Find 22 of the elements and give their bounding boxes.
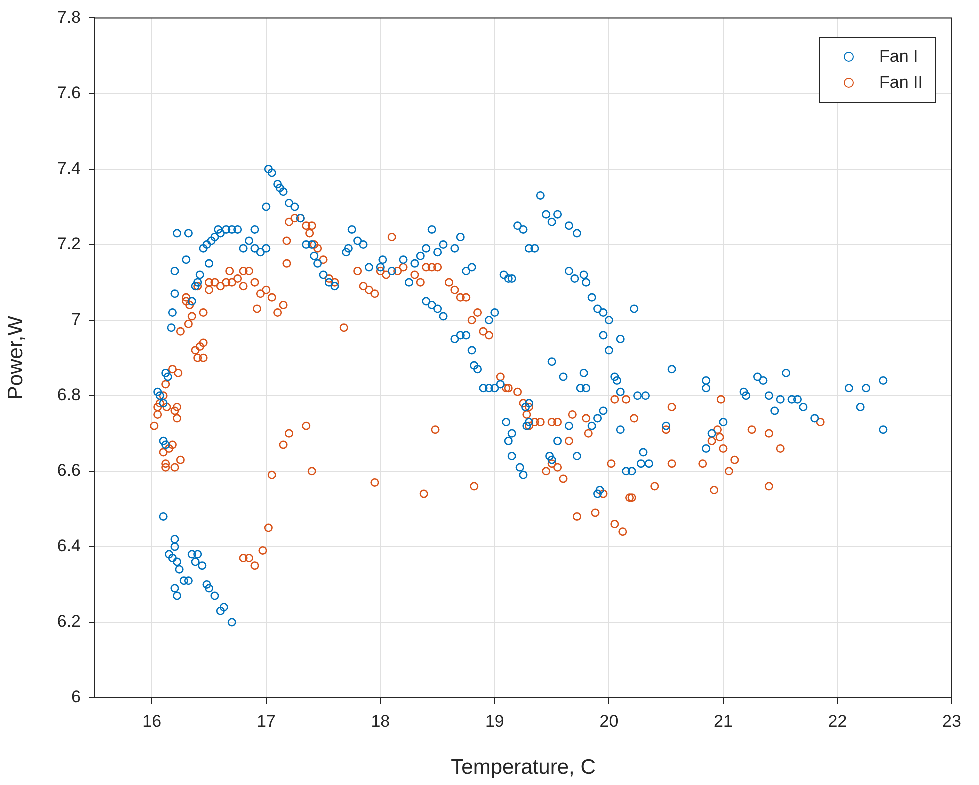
legend-label: Fan II <box>880 73 923 93</box>
y-tick-label: 7 <box>72 310 81 330</box>
y-tick-label: 6.8 <box>57 386 81 405</box>
x-tick-label: 23 <box>942 712 962 731</box>
x-tick-label: 17 <box>256 712 276 731</box>
y-axis-title: Power,W <box>4 316 28 400</box>
y-tick-label: 6.4 <box>57 536 81 556</box>
y-tick-label: 7.4 <box>57 158 81 178</box>
x-tick-label: 18 <box>371 712 390 731</box>
x-tick-label: 19 <box>485 712 504 731</box>
y-tick-label: 6.2 <box>57 612 81 632</box>
x-tick-label: 22 <box>828 712 848 731</box>
legend-label: Fan I <box>880 47 918 67</box>
y-tick-label: 7.8 <box>57 8 81 27</box>
x-axis-title: Temperature, C <box>451 756 596 780</box>
x-tick-label: 16 <box>142 712 162 731</box>
x-tick-label: 20 <box>600 712 619 731</box>
y-tick-label: 6.6 <box>57 461 81 480</box>
y-tick-label: 6 <box>72 688 81 707</box>
y-tick-label: 7.6 <box>57 83 81 102</box>
y-tick-label: 7.2 <box>57 234 81 254</box>
x-tick-label: 21 <box>714 712 733 731</box>
